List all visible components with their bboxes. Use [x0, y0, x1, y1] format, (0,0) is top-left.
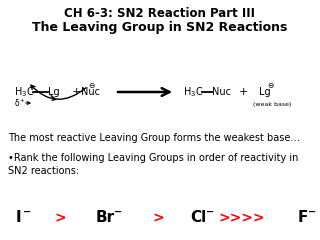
- Text: The most reactive Leaving Group forms the weakest base…: The most reactive Leaving Group forms th…: [8, 133, 300, 143]
- Text: Lg: Lg: [259, 87, 271, 97]
- Text: ⊖: ⊖: [267, 80, 273, 90]
- Text: (weak base): (weak base): [253, 102, 292, 107]
- Text: F: F: [298, 210, 308, 226]
- Text: −: −: [114, 207, 122, 217]
- Text: −: −: [308, 207, 316, 217]
- Text: H$_3$C: H$_3$C: [14, 85, 34, 99]
- Text: H$_3$C: H$_3$C: [183, 85, 203, 99]
- Text: Nuc: Nuc: [212, 87, 231, 97]
- Text: −: −: [23, 207, 31, 217]
- Text: >>>>: >>>>: [219, 211, 265, 225]
- Text: The Leaving Group in SN2 Reactions: The Leaving Group in SN2 Reactions: [32, 21, 288, 34]
- FancyArrowPatch shape: [31, 85, 86, 99]
- Text: Nuc: Nuc: [82, 87, 100, 97]
- Text: I: I: [15, 210, 21, 226]
- Text: >: >: [152, 211, 164, 225]
- Text: •Rank the following Leaving Groups in order of reactivity in
SN2 reactions:: •Rank the following Leaving Groups in or…: [8, 153, 298, 176]
- Text: >: >: [54, 211, 66, 225]
- Text: Lg: Lg: [48, 87, 60, 97]
- Text: +: +: [71, 87, 81, 97]
- Text: −: −: [206, 207, 214, 217]
- FancyArrowPatch shape: [51, 96, 56, 100]
- Text: Cl: Cl: [190, 210, 206, 226]
- Text: +: +: [238, 87, 248, 97]
- Text: Br: Br: [95, 210, 115, 226]
- Text: CH 6-3: SN2 Reaction Part III: CH 6-3: SN2 Reaction Part III: [65, 7, 255, 20]
- Text: ⊖: ⊖: [88, 80, 94, 90]
- Text: δ: δ: [15, 98, 20, 108]
- Text: +: +: [19, 98, 24, 103]
